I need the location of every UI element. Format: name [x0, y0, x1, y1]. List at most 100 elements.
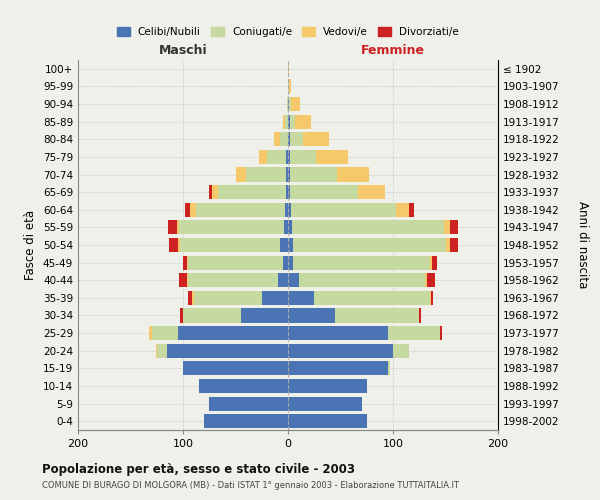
Bar	[286, 185, 288, 199]
Bar	[288, 256, 293, 270]
Bar	[299, 273, 425, 287]
Bar	[440, 326, 442, 340]
Bar	[292, 220, 445, 234]
Bar	[259, 150, 267, 164]
Bar	[287, 97, 288, 111]
Bar	[288, 326, 388, 340]
Bar	[291, 202, 396, 217]
Bar	[190, 202, 196, 217]
Bar	[388, 326, 440, 340]
Bar	[179, 220, 284, 234]
Bar	[188, 273, 277, 287]
Bar	[445, 238, 450, 252]
Bar	[430, 291, 431, 305]
Bar	[209, 185, 212, 199]
Text: Maschi: Maschi	[158, 44, 208, 58]
Bar	[290, 168, 337, 181]
Bar	[149, 326, 151, 340]
Bar	[288, 238, 293, 252]
Bar	[288, 291, 314, 305]
Y-axis label: Anni di nascita: Anni di nascita	[576, 202, 589, 288]
Bar	[274, 132, 280, 146]
Bar	[388, 362, 390, 376]
Bar	[280, 238, 288, 252]
Bar	[288, 185, 290, 199]
Bar	[241, 308, 288, 322]
Bar	[288, 132, 290, 146]
Bar	[293, 256, 430, 270]
Bar	[314, 291, 430, 305]
Bar	[288, 62, 289, 76]
Bar	[246, 168, 286, 181]
Bar	[288, 114, 290, 128]
Bar	[286, 150, 288, 164]
Bar	[290, 114, 295, 128]
Bar	[283, 114, 285, 128]
Bar	[262, 291, 288, 305]
Bar	[290, 185, 358, 199]
Bar	[193, 291, 262, 305]
Bar	[295, 114, 311, 128]
Bar	[303, 132, 329, 146]
Bar	[280, 132, 288, 146]
Bar	[427, 273, 435, 287]
Bar	[212, 185, 218, 199]
Bar	[293, 238, 445, 252]
Bar	[183, 362, 288, 376]
Bar	[288, 414, 367, 428]
Bar	[156, 344, 157, 358]
Bar	[196, 202, 285, 217]
Bar	[445, 220, 450, 234]
Bar	[288, 150, 290, 164]
Bar	[286, 168, 288, 181]
Bar	[179, 273, 187, 287]
Bar	[288, 273, 299, 287]
Bar	[167, 344, 288, 358]
Text: Popolazione per età, sesso e stato civile - 2003: Popolazione per età, sesso e stato civil…	[42, 462, 355, 475]
Bar	[180, 238, 280, 252]
Bar	[177, 220, 179, 234]
Y-axis label: Fasce di età: Fasce di età	[25, 210, 37, 280]
Bar	[267, 150, 286, 164]
Bar	[430, 256, 432, 270]
Bar	[290, 150, 316, 164]
Bar	[289, 80, 291, 94]
Bar	[183, 256, 187, 270]
Bar	[218, 185, 286, 199]
Bar	[151, 326, 178, 340]
Bar	[288, 396, 361, 410]
Bar	[291, 97, 299, 111]
Bar	[188, 291, 193, 305]
Bar	[425, 273, 427, 287]
Bar	[288, 308, 335, 322]
Bar	[204, 414, 288, 428]
Bar	[285, 114, 288, 128]
Bar	[178, 238, 180, 252]
Bar	[288, 344, 393, 358]
Legend: Celibi/Nubili, Coniugati/e, Vedovi/e, Divorziati/e: Celibi/Nubili, Coniugati/e, Vedovi/e, Di…	[113, 22, 463, 41]
Bar	[335, 308, 419, 322]
Bar	[431, 291, 433, 305]
Bar	[169, 238, 178, 252]
Bar	[277, 273, 288, 287]
Bar	[235, 168, 246, 181]
Bar	[419, 308, 421, 322]
Bar	[187, 256, 188, 270]
Bar	[188, 256, 283, 270]
Bar	[283, 256, 288, 270]
Bar	[288, 379, 367, 393]
Bar	[432, 256, 437, 270]
Bar	[285, 202, 288, 217]
Bar	[199, 379, 288, 393]
Bar	[358, 185, 385, 199]
Bar	[396, 202, 409, 217]
Text: Femmine: Femmine	[361, 44, 425, 58]
Bar	[284, 220, 288, 234]
Bar	[183, 308, 241, 322]
Bar	[288, 97, 289, 111]
Bar	[337, 168, 369, 181]
Bar	[157, 344, 167, 358]
Bar	[409, 202, 414, 217]
Bar	[288, 168, 290, 181]
Text: COMUNE DI BURAGO DI MOLGORA (MB) - Dati ISTAT 1° gennaio 2003 - Elaborazione TUT: COMUNE DI BURAGO DI MOLGORA (MB) - Dati …	[42, 481, 459, 490]
